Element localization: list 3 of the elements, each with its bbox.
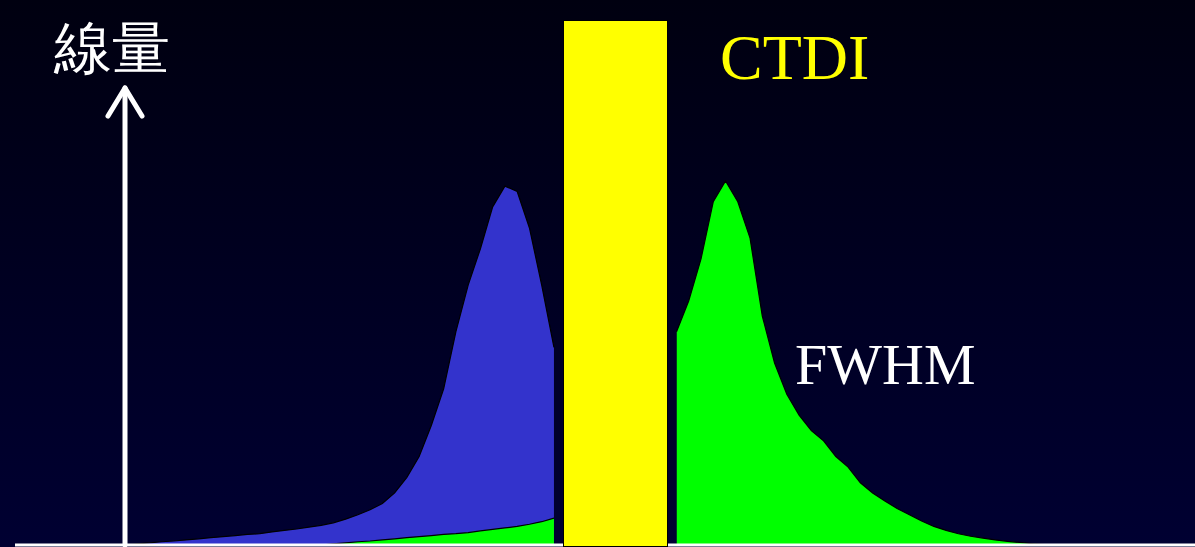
text: CTDI bbox=[720, 22, 870, 93]
y-axis-title: 線量 bbox=[53, 14, 170, 82]
annotation: FWHM bbox=[795, 332, 976, 397]
